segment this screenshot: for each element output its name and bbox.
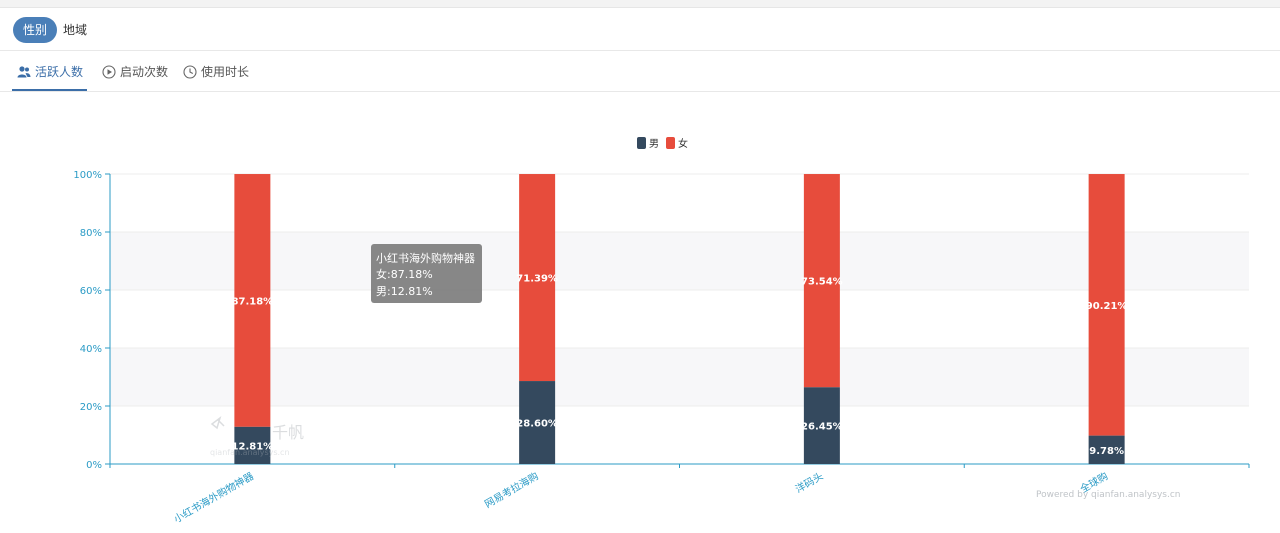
legend-label: 男 <box>649 138 659 150</box>
y-tick-label: 60% <box>80 286 102 297</box>
metric-tabs: 活跃人数 启动次数 使用时长 <box>0 51 1280 92</box>
tab-label: 使用时长 <box>201 65 250 79</box>
bar-male <box>519 381 556 464</box>
play-circle-icon <box>102 65 116 79</box>
bar-male <box>803 387 840 464</box>
y-tick-label: 100% <box>73 170 102 181</box>
grid-band <box>110 232 1249 290</box>
watermark-logo-icon <box>210 416 225 430</box>
bar-female <box>803 174 840 388</box>
stacked-bar-chart: 0%20%40%60%80%100%小红书海外购物神器 网易考拉海购 洋码头 全球购 … <box>73 137 1250 526</box>
watermark: 千帆 qianfan.analysys.cn <box>210 416 304 457</box>
powered-by: Powered by qianfan.analysys.cn <box>1036 490 1180 500</box>
bar-male <box>1088 435 1125 464</box>
bars: 87.18% 12.81% 71.39% 28.60% 73.54% 26.45% 90.2… <box>232 174 1128 464</box>
tab-active-users[interactable]: 活跃人数 <box>17 61 83 83</box>
bar-female <box>1088 174 1125 436</box>
tooltip-line-female: 女:87.18% <box>376 267 433 281</box>
clock-icon <box>183 65 197 79</box>
bar-female <box>519 174 556 382</box>
grid-band <box>110 348 1249 406</box>
y-tick-label: 20% <box>80 402 102 413</box>
x-category-label: 小红书海外购物神器 <box>171 469 255 525</box>
legend[interactable]: 男女 <box>637 137 688 150</box>
tooltip: 小红书海外购物神器 女:87.18% 男:12.81% <box>371 244 482 303</box>
tooltip-box <box>371 244 482 303</box>
legend-label: 女 <box>678 137 688 150</box>
top-strip <box>0 0 1280 8</box>
data-label-male: 26.45% <box>801 422 843 433</box>
y-tick-label: 80% <box>80 228 102 239</box>
tab-usage-duration[interactable]: 使用时长 <box>183 61 249 83</box>
legend-swatch <box>666 137 675 149</box>
grid <box>110 173 1249 465</box>
segment-gender[interactable]: 性别 <box>13 17 58 43</box>
data-label-male: 28.60% <box>516 419 558 430</box>
data-label-female: 71.39% <box>516 274 558 285</box>
x-category-label: 洋码头 <box>793 469 825 495</box>
tooltip-line-male: 男:12.81% <box>376 285 433 298</box>
data-label-male: 12.81% <box>232 441 274 452</box>
tooltip-title: 小红书海外购物神器 <box>376 251 475 265</box>
legend-swatch <box>637 137 646 149</box>
data-label-female: 90.21% <box>1086 301 1128 312</box>
data-label-female: 73.54% <box>801 277 843 288</box>
tab-launch-count[interactable]: 启动次数 <box>102 61 168 83</box>
watermark-brand: 千帆 <box>272 423 304 442</box>
bar-female <box>234 174 271 427</box>
segment-region[interactable]: 地域 <box>63 23 88 37</box>
bar-male <box>234 426 271 464</box>
x-category-label: 网易考拉海购 <box>482 469 540 510</box>
y-tick-label: 40% <box>80 344 102 355</box>
segment-bar: 性别 地域 <box>0 9 1280 51</box>
active-tab-indicator <box>12 89 87 91</box>
tab-label: 活跃人数 <box>35 65 84 79</box>
data-label-female: 87.18% <box>232 296 274 307</box>
users-icon <box>17 66 31 78</box>
data-label-male: 9.78% <box>1089 446 1124 457</box>
watermark-url: qianfan.analysys.cn <box>210 448 290 457</box>
y-tick-label: 0% <box>86 460 102 471</box>
tab-label: 启动次数 <box>120 65 169 79</box>
